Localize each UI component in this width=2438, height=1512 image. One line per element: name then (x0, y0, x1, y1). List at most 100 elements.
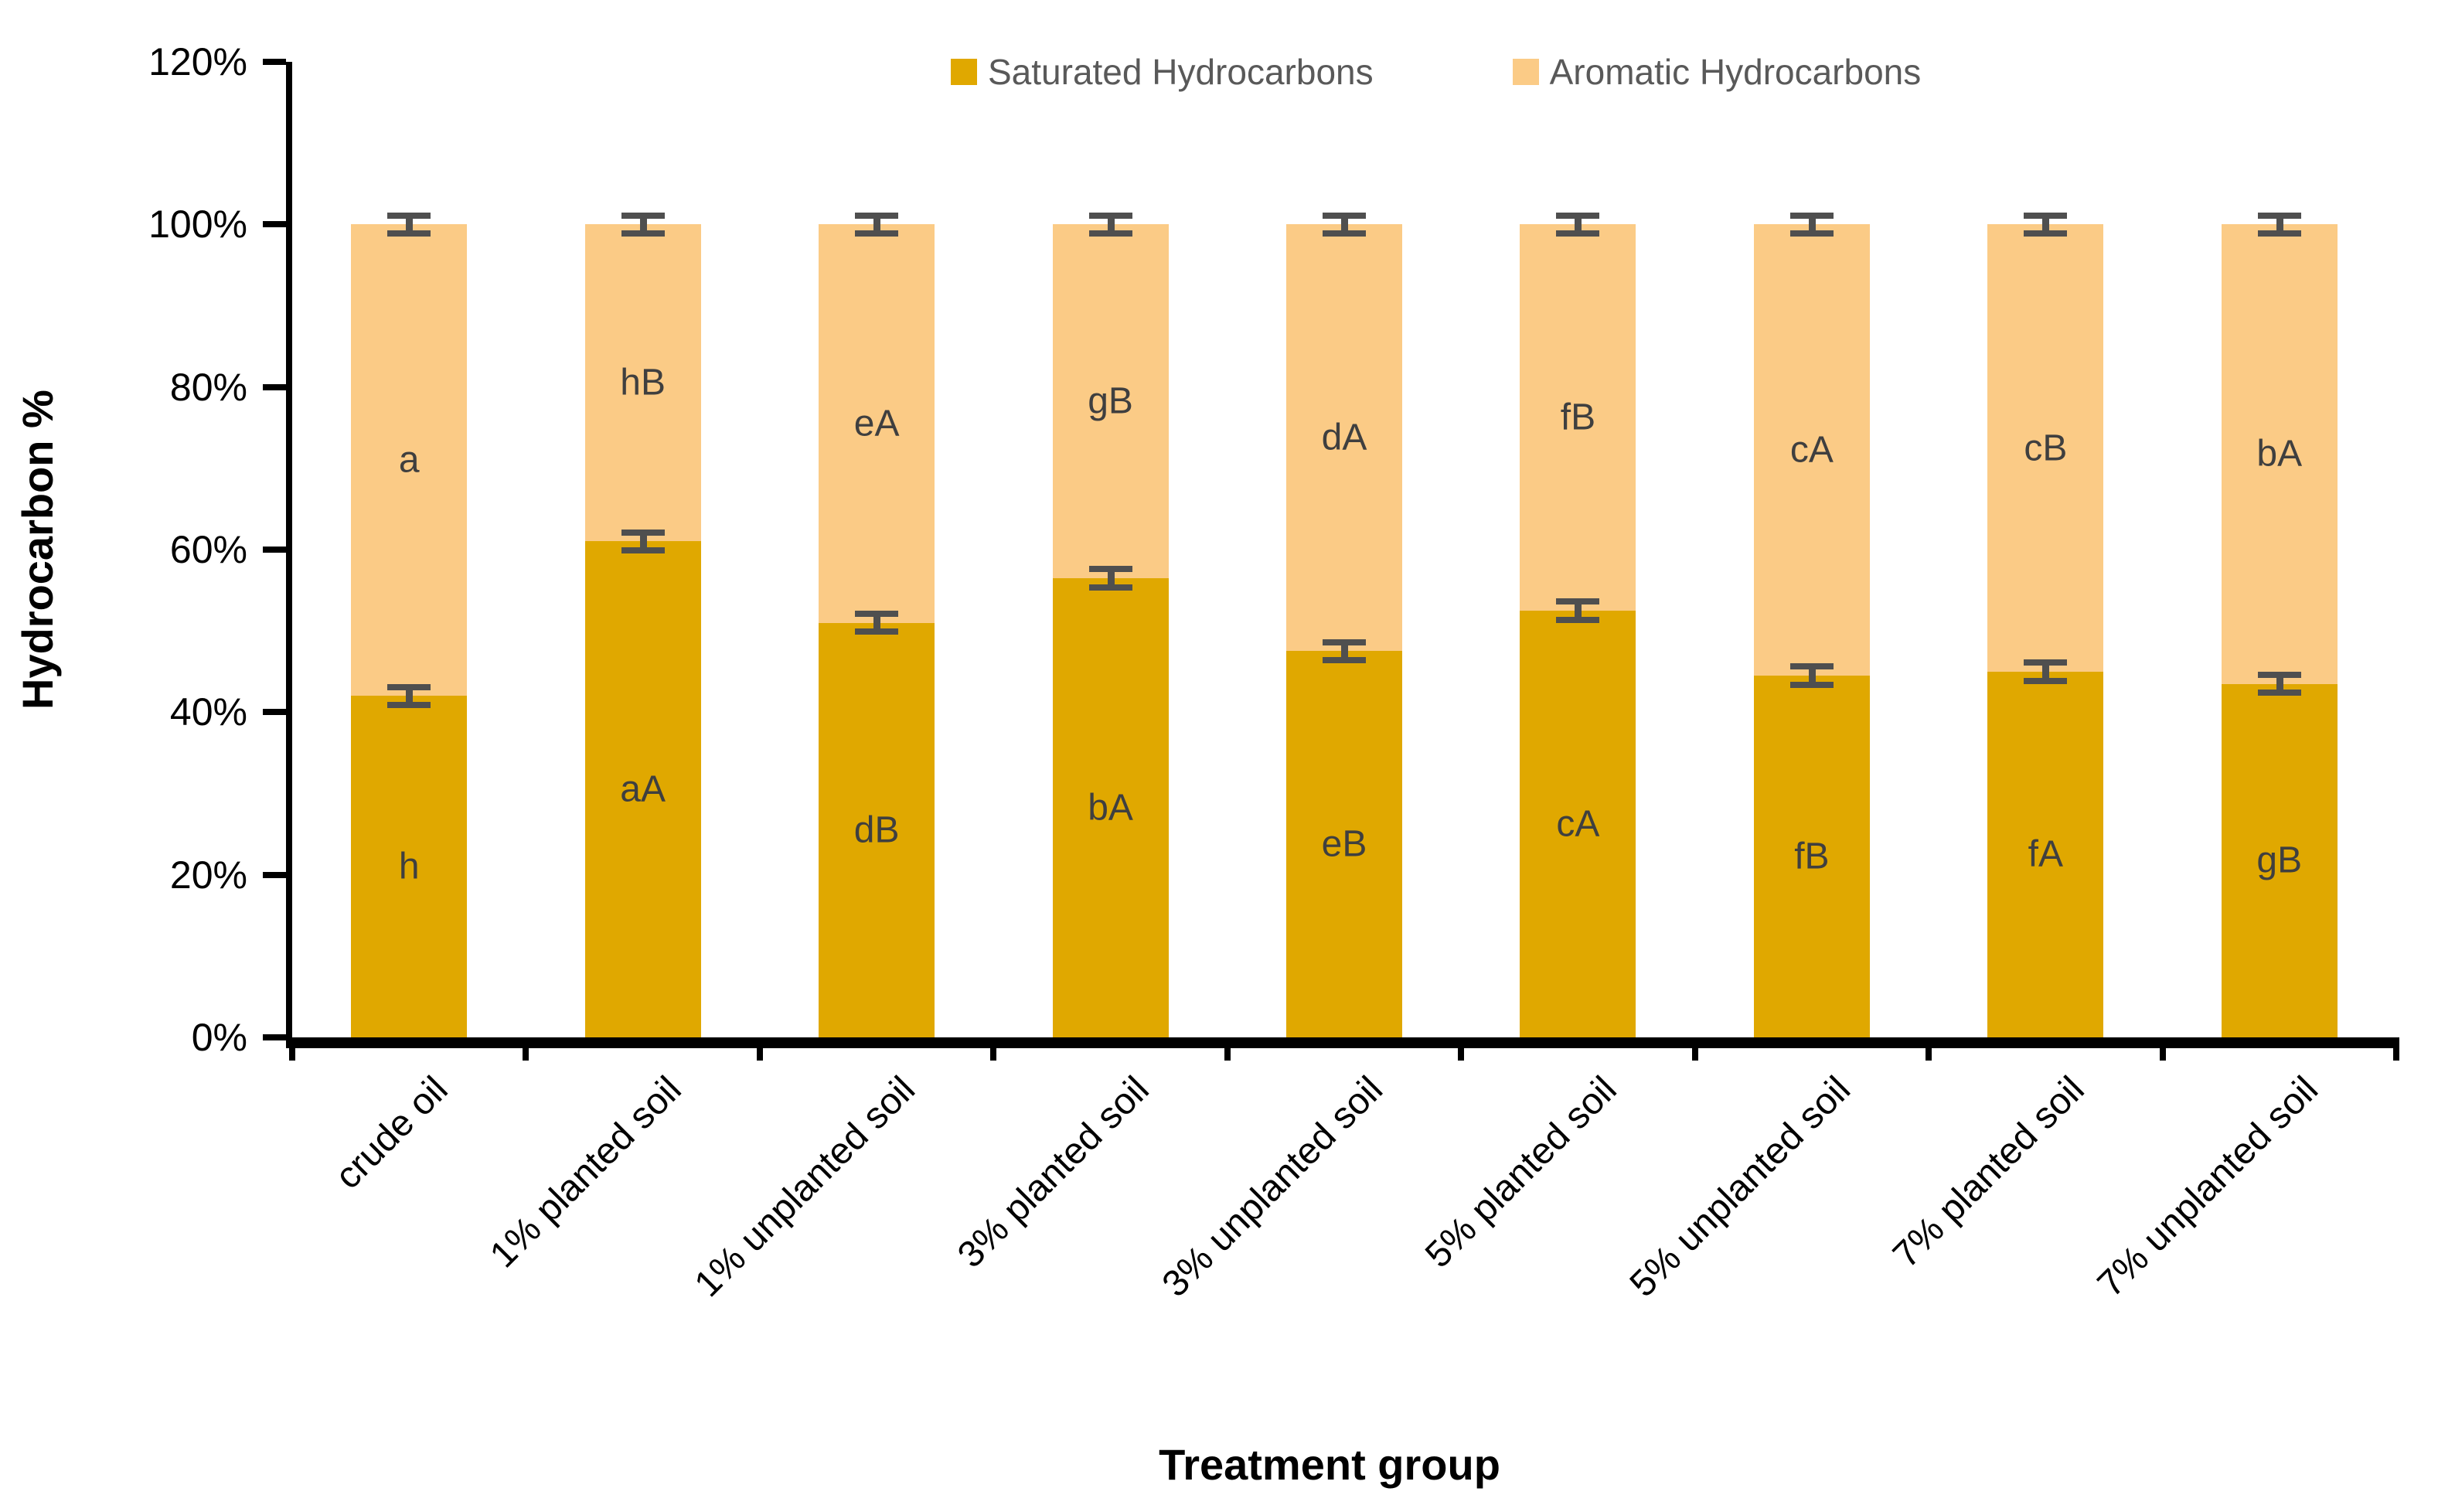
plot-area: 0% 20% 40% 60% 80% 100% 120% h a crude oil aA hB 1% … (148, 40, 2399, 1305)
bar-segment-label: bA (1088, 787, 1133, 829)
bar-aromatic-segment (584, 224, 701, 542)
x-tick (1458, 1037, 1465, 1061)
bar-segment-label: cA (1789, 429, 1834, 471)
error-bar-part (1556, 212, 1600, 219)
error-bar (1088, 566, 1132, 591)
bar-segment-label: h (398, 846, 420, 887)
error-bar-part (1088, 230, 1132, 237)
error-bar-part (855, 610, 899, 617)
error-bar (2024, 659, 2068, 684)
x-tick (1926, 1037, 1932, 1061)
bar-saturated-segment (1286, 651, 1402, 1037)
error-bar-part (406, 218, 414, 231)
error-bar-part (1088, 212, 1132, 219)
saturated-swatch-icon (951, 59, 977, 85)
x-tick (1691, 1037, 1698, 1061)
y-tick (263, 709, 286, 716)
x-tick (2159, 1037, 2166, 1061)
error-bar-part (1341, 645, 1348, 658)
error-bar-part (2024, 212, 2068, 219)
error-bar-part (1575, 218, 1582, 231)
error-bar (1323, 639, 1366, 664)
error-bar-part (1323, 657, 1366, 664)
error-bar-part (1323, 230, 1366, 237)
legend-item-saturated: Saturated Hydrocarbons (951, 51, 1374, 93)
bar-saturated-segment (584, 541, 701, 1037)
error-bar-part (621, 547, 665, 554)
bar-segment-label: eA (853, 403, 900, 444)
error-bar-part (1556, 230, 1600, 237)
bar-segment-label: dA (1321, 417, 1367, 458)
y-tick (263, 1034, 286, 1040)
error-bar-part (387, 683, 431, 690)
error-bar-part (2024, 677, 2068, 684)
bar-aromatic-segment (1286, 224, 1402, 652)
error-bar-part (1808, 218, 1816, 231)
y-tick (263, 871, 286, 878)
legend-label-saturated: Saturated Hydrocarbons (988, 52, 1374, 92)
error-bar-part (1789, 663, 1834, 670)
y-tick-label: 100% (148, 203, 247, 247)
error-bar-part (1088, 584, 1132, 591)
bar-segment-label: a (398, 439, 420, 481)
x-tick (1224, 1037, 1231, 1061)
error-bar-part (2042, 218, 2050, 231)
y-tick-label: 0% (191, 1016, 247, 1059)
error-bar-part (2276, 218, 2283, 231)
error-bar-part (2024, 659, 2068, 666)
bar-aromatic-segment (2221, 224, 2338, 684)
bar-saturated-segment (1753, 676, 1870, 1037)
error-bar-part (873, 616, 881, 629)
error-bar-part (1341, 218, 1348, 231)
error-bar (855, 610, 899, 635)
error-bar-part (1107, 572, 1115, 584)
y-tick-label: 40% (169, 690, 247, 734)
y-tick (263, 383, 286, 390)
error-bar-part (855, 628, 899, 635)
error-bar-part (2257, 230, 2301, 237)
error-bar-part (387, 212, 431, 219)
x-category-label: 1% planted soil (482, 1068, 690, 1276)
y-tick-label: 60% (169, 528, 247, 571)
error-bar (2024, 212, 2068, 237)
error-bar-part (855, 230, 899, 237)
y-tick (263, 59, 286, 65)
error-bar-part (1789, 212, 1834, 219)
x-tick (756, 1037, 763, 1061)
error-bar (855, 212, 899, 237)
error-bar-part (1556, 598, 1600, 605)
x-axis-title: Treatment group (1159, 1440, 1500, 1489)
x-category-label: 7% planted soil (1885, 1068, 2092, 1276)
error-bar (1789, 663, 1834, 688)
error-bar (1088, 212, 1132, 237)
error-bar-part (1789, 230, 1834, 237)
y-tick-label: 80% (169, 365, 247, 409)
bar-saturated-segment (819, 622, 935, 1037)
error-bar-part (639, 535, 647, 548)
error-bar (621, 529, 665, 554)
bar-segment-label: fB (1794, 836, 1830, 877)
bar-aromatic-segment (819, 224, 935, 623)
error-bar-part (621, 212, 665, 219)
bar-saturated-segment (1520, 610, 1636, 1037)
error-bar (2257, 212, 2301, 237)
x-tick (289, 1037, 295, 1061)
bar-saturated-segment (1987, 671, 2104, 1037)
error-bar-part (1808, 669, 1816, 682)
error-bar-part (621, 230, 665, 237)
y-tick (263, 221, 286, 228)
y-tick-label: 20% (169, 853, 247, 897)
legend-item-aromatic: Aromatic Hydrocarbons (1512, 51, 1921, 93)
y-axis-title: Hydrocarbon % (13, 390, 62, 710)
bar-aromatic-segment (1753, 224, 1870, 676)
y-tick-label: 120% (148, 40, 247, 83)
x-category-label: 5% planted soil (1417, 1068, 1625, 1276)
error-bar (387, 683, 431, 709)
error-bar-part (1323, 212, 1366, 219)
bar-aromatic-segment (1052, 224, 1169, 578)
bar-segment-label: fB (1560, 397, 1596, 438)
error-bar-part (1556, 616, 1600, 623)
x-axis-line (286, 1037, 2396, 1048)
bar-saturated-segment (2221, 683, 2338, 1037)
